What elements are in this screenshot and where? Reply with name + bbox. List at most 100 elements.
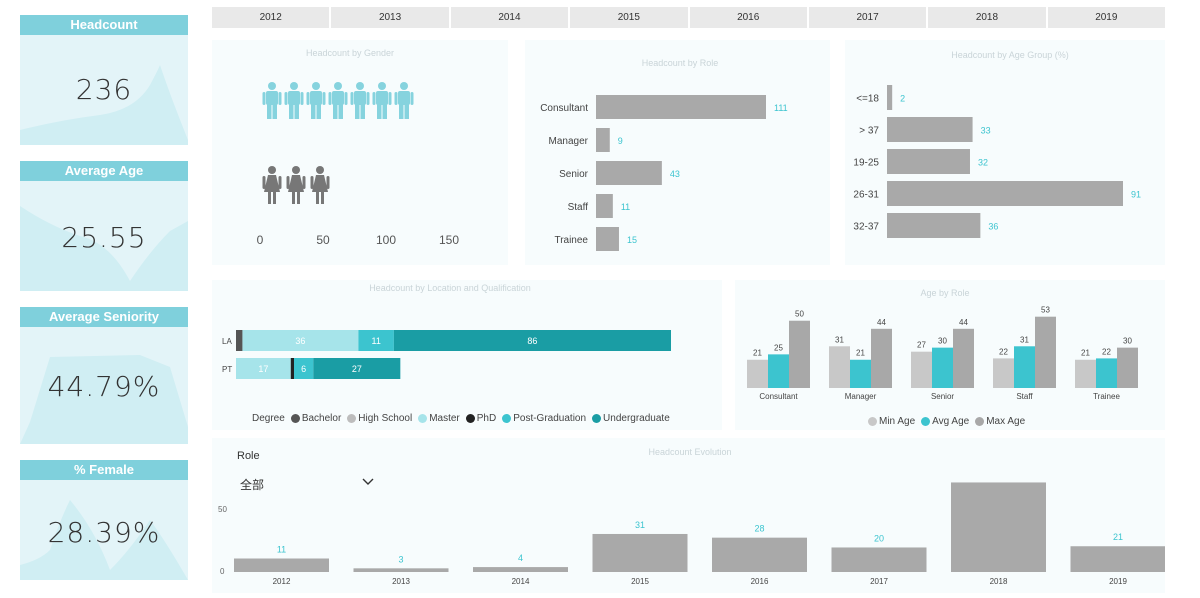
- column[interactable]: [911, 351, 932, 388]
- gender-axis-tick: 50: [316, 233, 330, 247]
- category-label: Staff: [568, 202, 589, 213]
- stacked-segment[interactable]: [313, 358, 401, 379]
- bar[interactable]: [887, 181, 1123, 206]
- stacked-segment[interactable]: [242, 330, 359, 351]
- segment-label: 36: [295, 336, 305, 346]
- column[interactable]: [850, 359, 871, 388]
- legend-item[interactable]: Min Age: [868, 416, 915, 427]
- bar[interactable]: [887, 85, 893, 110]
- female-person-icons: [262, 166, 330, 204]
- column[interactable]: [951, 482, 1046, 572]
- column[interactable]: [829, 346, 850, 388]
- stacked-segment[interactable]: [358, 330, 394, 351]
- column[interactable]: [953, 328, 974, 388]
- column[interactable]: [712, 537, 807, 572]
- female-person-icon: [286, 166, 306, 204]
- bar[interactable]: [596, 128, 610, 152]
- stacked-segment[interactable]: [290, 358, 294, 379]
- stacked-segment[interactable]: [236, 330, 243, 351]
- legend-item[interactable]: PhD: [465, 413, 496, 424]
- bar[interactable]: [887, 149, 970, 174]
- stacked-segment[interactable]: [294, 358, 314, 379]
- column-label: 21: [1081, 349, 1090, 358]
- legend-dot: [418, 414, 428, 423]
- column[interactable]: [1070, 546, 1166, 572]
- year-button-2017[interactable]: 2017: [808, 7, 927, 28]
- kpi-card-percent-female: % Female 28.39%: [20, 460, 188, 580]
- column-label: 21: [753, 349, 762, 358]
- legend-label: High School: [358, 413, 413, 424]
- column[interactable]: [871, 328, 892, 388]
- location-panel: [212, 280, 722, 430]
- year-button-2018[interactable]: 2018: [928, 7, 1046, 28]
- stacked-segment[interactable]: [393, 330, 671, 351]
- legend-dot: [502, 414, 512, 423]
- gender-chart: 0 50 100 150: [257, 82, 459, 247]
- location-chart: LA 36 11 86 PT 17 6 27: [222, 330, 671, 379]
- year-button-2016[interactable]: 2016: [689, 7, 807, 28]
- column[interactable]: [789, 320, 810, 388]
- column[interactable]: [1117, 347, 1138, 388]
- role-dropdown-value: 全部: [240, 478, 265, 492]
- segment-label: 27: [352, 364, 362, 374]
- year-button-2019[interactable]: 2019: [1047, 7, 1165, 28]
- legend-item[interactable]: Post-Graduation: [502, 413, 586, 424]
- year-button-2015[interactable]: 2015: [570, 7, 688, 28]
- legend-dot: [465, 414, 475, 423]
- column[interactable]: [747, 359, 768, 388]
- column[interactable]: [234, 558, 329, 572]
- legend-item[interactable]: Bachelor: [290, 413, 342, 424]
- stacked-segment[interactable]: [236, 358, 291, 379]
- data-label: 43: [670, 169, 680, 179]
- legend-label: Avg Age: [932, 416, 970, 427]
- legend-item[interactable]: Max Age: [975, 416, 1025, 427]
- column[interactable]: [473, 567, 568, 572]
- legend-item[interactable]: High School: [347, 413, 412, 424]
- column[interactable]: [1075, 359, 1096, 388]
- year-button-2013[interactable]: 2013: [331, 7, 449, 28]
- bar[interactable]: [596, 194, 613, 218]
- column-label: 11: [277, 545, 286, 555]
- column[interactable]: [768, 354, 789, 388]
- kpi-title: Average Seniority: [20, 307, 188, 327]
- year-button-2012[interactable]: 2012: [212, 7, 330, 28]
- bar[interactable]: [596, 227, 619, 251]
- column[interactable]: [993, 358, 1014, 388]
- data-label: 2: [900, 94, 905, 104]
- column[interactable]: [1014, 346, 1035, 388]
- column[interactable]: [1035, 316, 1056, 388]
- column-label: 44: [877, 318, 886, 327]
- column-label: 25: [774, 343, 783, 352]
- column[interactable]: [831, 547, 927, 572]
- column-label: 31: [635, 520, 645, 530]
- gender-panel: [212, 40, 508, 265]
- category-label: Senior: [559, 169, 589, 180]
- legend-item[interactable]: Avg Age: [921, 416, 969, 427]
- column[interactable]: [932, 347, 953, 388]
- column[interactable]: [592, 533, 688, 572]
- bar[interactable]: [596, 161, 662, 185]
- legend-label: Bachelor: [301, 413, 342, 424]
- bar[interactable]: [887, 117, 973, 142]
- bar[interactable]: [887, 213, 981, 238]
- segment-label: 86: [527, 336, 537, 346]
- role-dropdown[interactable]: 全部: [237, 472, 377, 494]
- column-label: 31: [1020, 335, 1029, 344]
- category-label: Staff: [1016, 392, 1033, 401]
- column-label: 21: [1113, 532, 1123, 542]
- category-label: 2016: [751, 577, 769, 586]
- column[interactable]: [353, 568, 449, 572]
- year-button-2014[interactable]: 2014: [450, 7, 569, 28]
- column-label: 28: [754, 524, 764, 534]
- age-role-legend: Min Age Avg Age Max Age: [868, 416, 1025, 427]
- column-label: 20: [874, 533, 884, 543]
- legend-item[interactable]: Master: [418, 413, 460, 424]
- column[interactable]: [1096, 358, 1117, 388]
- female-person-icon: [310, 166, 330, 204]
- segment-label: 17: [258, 364, 268, 374]
- category-label: <=18: [856, 94, 879, 105]
- legend-item[interactable]: Undergraduate: [592, 413, 670, 424]
- bar[interactable]: [596, 95, 766, 119]
- gender-axis-tick: 0: [257, 233, 264, 247]
- chevron-down-icon: [362, 478, 374, 485]
